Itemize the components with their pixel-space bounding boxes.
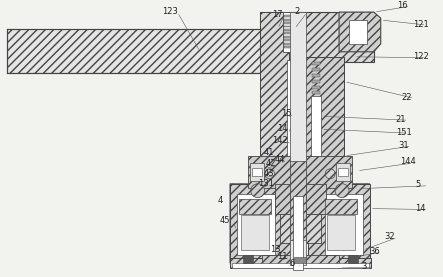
Bar — [284, 19, 303, 20]
Bar — [304, 57, 344, 216]
Text: 2: 2 — [295, 7, 299, 16]
Bar — [312, 74, 320, 77]
Text: 13: 13 — [270, 245, 280, 254]
Bar — [284, 39, 303, 41]
Bar — [312, 62, 320, 65]
Bar — [284, 15, 303, 17]
Text: 121: 121 — [413, 19, 429, 29]
Bar — [284, 46, 303, 48]
Text: 42: 42 — [266, 159, 276, 168]
Bar — [284, 43, 303, 45]
Text: 5: 5 — [416, 180, 421, 189]
Circle shape — [335, 184, 349, 198]
Bar — [304, 156, 352, 188]
Text: 15: 15 — [281, 109, 292, 118]
Text: 142: 142 — [272, 135, 288, 145]
Text: 41: 41 — [264, 148, 274, 158]
Bar — [230, 258, 371, 268]
Text: 151: 151 — [396, 128, 412, 137]
Bar — [312, 91, 320, 94]
Bar — [250, 163, 264, 181]
Bar — [283, 12, 304, 52]
Bar — [348, 255, 358, 263]
Text: 144: 144 — [400, 157, 416, 166]
Text: 122: 122 — [413, 52, 429, 61]
Bar — [275, 184, 326, 214]
Bar — [239, 199, 271, 214]
Bar — [7, 29, 272, 73]
Bar — [291, 12, 306, 265]
Bar — [349, 20, 367, 44]
Bar — [260, 12, 289, 216]
Bar — [262, 255, 339, 267]
Bar — [311, 96, 321, 191]
Bar — [284, 36, 303, 38]
Text: 43: 43 — [264, 169, 274, 178]
Bar — [338, 168, 348, 176]
Bar — [230, 184, 291, 263]
Bar — [284, 29, 303, 31]
Bar — [327, 216, 355, 250]
Bar — [291, 161, 306, 240]
Text: 11: 11 — [278, 252, 288, 261]
Text: 16: 16 — [396, 1, 407, 10]
Bar — [336, 163, 350, 181]
Text: 36: 36 — [369, 247, 380, 256]
Bar — [232, 263, 369, 268]
Bar — [248, 156, 295, 188]
Bar — [312, 79, 320, 83]
Bar — [280, 214, 321, 243]
Text: 32: 32 — [385, 232, 395, 241]
Bar — [260, 12, 374, 62]
Text: 22: 22 — [401, 93, 412, 102]
Bar — [308, 184, 370, 263]
Bar — [295, 257, 306, 263]
Bar — [293, 196, 303, 270]
Bar — [243, 255, 253, 263]
Bar — [325, 199, 357, 214]
Bar — [284, 25, 303, 27]
Text: 131: 131 — [258, 179, 274, 188]
Text: 17: 17 — [272, 10, 282, 19]
Polygon shape — [230, 184, 248, 263]
Text: 21: 21 — [396, 115, 406, 124]
Text: 44: 44 — [275, 155, 285, 165]
Text: 3: 3 — [361, 261, 366, 271]
Bar — [252, 168, 262, 176]
Bar — [288, 60, 293, 159]
Polygon shape — [339, 12, 381, 52]
Text: 45: 45 — [220, 216, 230, 225]
Text: 6: 6 — [289, 259, 295, 268]
Circle shape — [251, 184, 264, 198]
Text: 123: 123 — [163, 7, 179, 16]
Bar — [284, 22, 303, 24]
Bar — [325, 194, 363, 255]
Text: 31: 31 — [399, 140, 409, 150]
Text: 4: 4 — [218, 196, 223, 205]
Circle shape — [325, 169, 335, 179]
Circle shape — [264, 169, 275, 179]
Bar — [312, 68, 320, 71]
Bar — [241, 216, 268, 250]
Bar — [312, 86, 320, 89]
Text: 14: 14 — [416, 204, 426, 213]
Polygon shape — [353, 184, 370, 263]
Bar — [284, 32, 303, 34]
Bar — [237, 194, 275, 255]
Text: 14: 14 — [278, 124, 288, 133]
